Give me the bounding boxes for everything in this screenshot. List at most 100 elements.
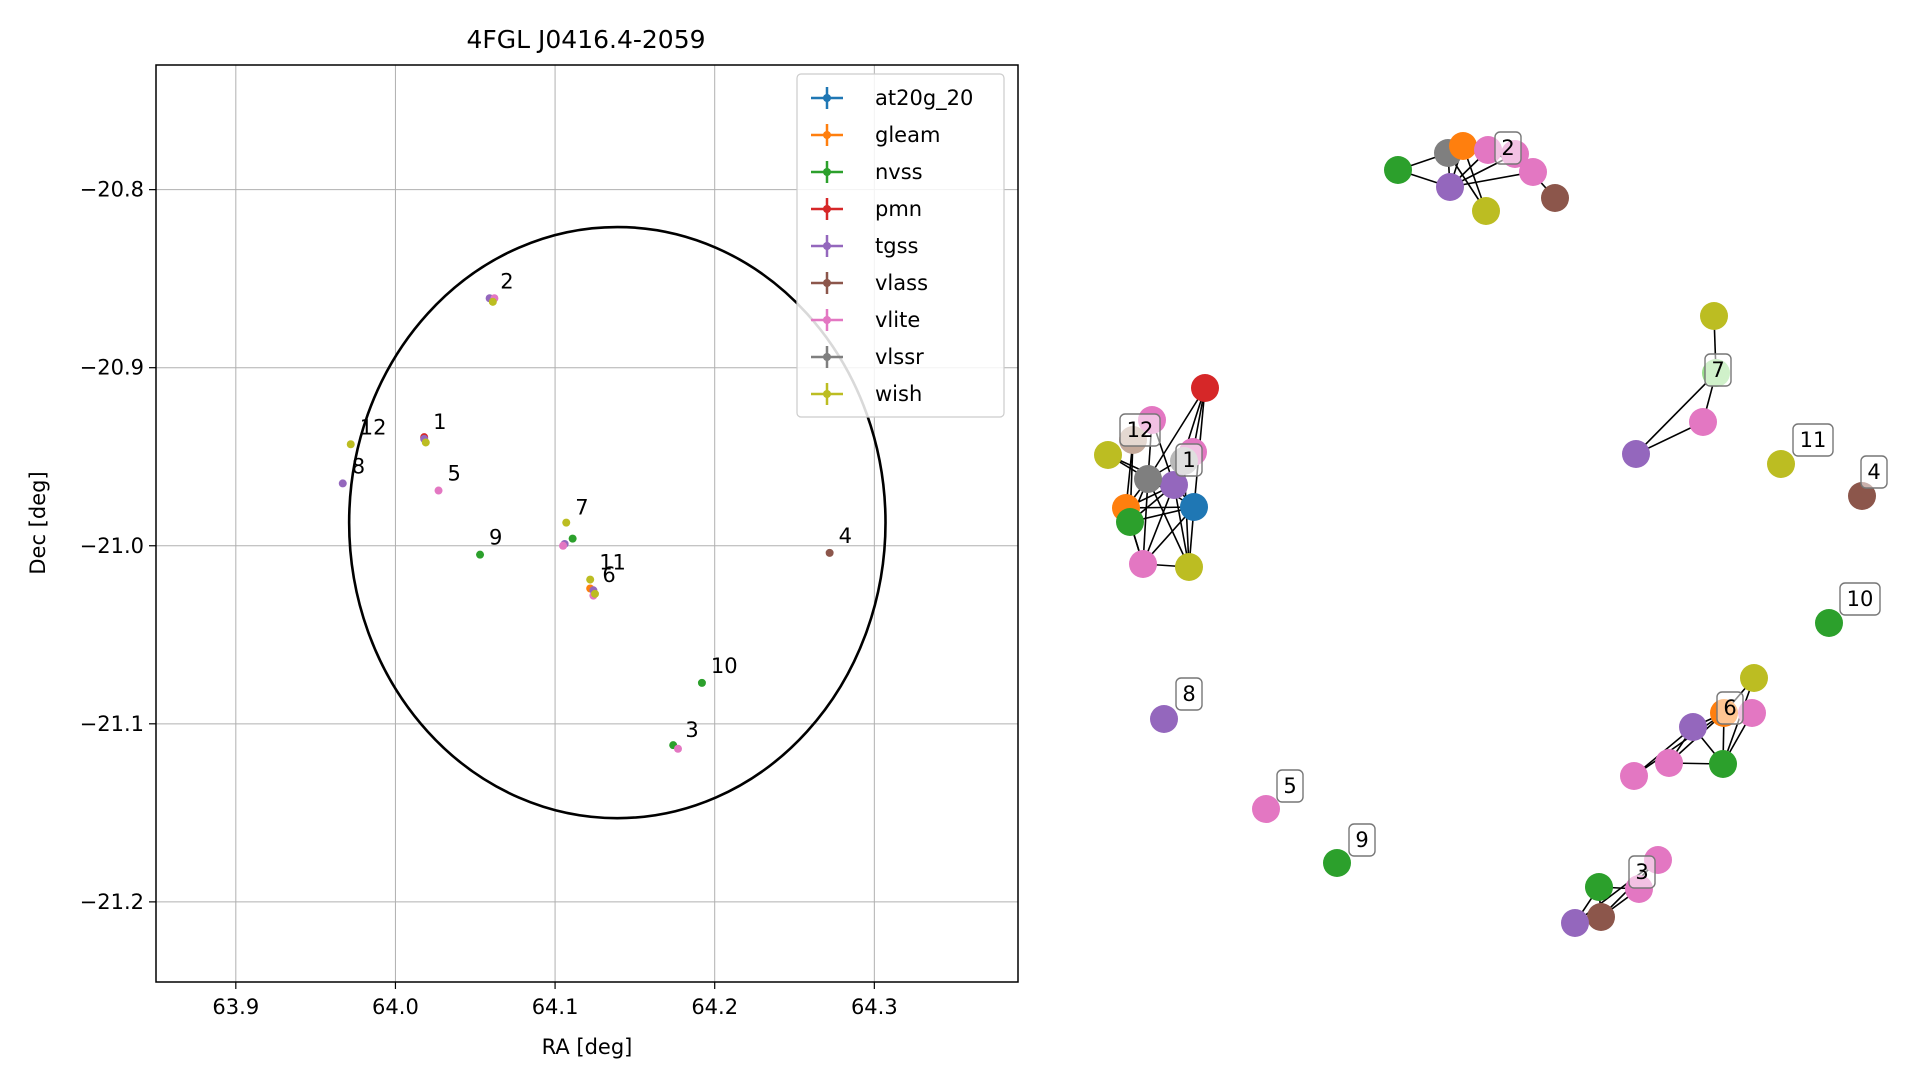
legend-marker-dot (823, 390, 831, 398)
legend-label: nvss (875, 160, 923, 184)
network-label-text: 9 (1355, 828, 1368, 852)
point-vlite (559, 541, 568, 550)
network-edge (1449, 171, 1534, 188)
network-label-12: 12 (1119, 413, 1161, 447)
legend-item-at20g_20: at20g_20 (811, 86, 973, 111)
point-vlite (434, 486, 443, 495)
network-node (1767, 450, 1795, 478)
legend-marker-dot (823, 205, 831, 213)
y-tick-label: −20.8 (80, 178, 144, 202)
source-label-8: 8 (352, 454, 365, 478)
legend-label: gleam (875, 123, 940, 147)
source-label-4: 4 (839, 524, 852, 548)
legend-marker-dot (823, 242, 831, 250)
network-node (1738, 699, 1766, 727)
network-label-10: 10 (1839, 582, 1881, 616)
network-edges (1107, 145, 1755, 924)
network-node (1191, 374, 1219, 402)
point-nvss (697, 678, 706, 687)
legend-item-vlass: vlass (811, 271, 928, 295)
network-label-box (1716, 691, 1744, 725)
source-label-9: 9 (489, 526, 502, 550)
network-node (1679, 713, 1707, 741)
legend-item-wish: wish (811, 382, 922, 406)
network-label-1: 1 (1175, 443, 1203, 477)
network-node (1129, 550, 1157, 578)
point-wish (586, 575, 595, 584)
network-node (1709, 750, 1737, 778)
point-wish (346, 440, 355, 449)
network-label-text: 3 (1635, 860, 1648, 884)
network-label-text: 8 (1182, 682, 1195, 706)
point-wish (488, 297, 497, 306)
network-node (1740, 664, 1768, 692)
network-label-box (1276, 769, 1304, 803)
network-edge (1142, 478, 1149, 565)
network-label-text: 1 (1182, 448, 1195, 472)
legend-item-tgss: tgss (811, 234, 918, 258)
y-tick-label: −20.9 (80, 356, 144, 380)
network-label-7: 7 (1704, 353, 1732, 387)
network-label-6: 6 (1716, 691, 1744, 725)
network-label-text: 12 (1127, 418, 1154, 442)
legend-marker-dot (823, 279, 831, 287)
y-tick-label: −21.1 (80, 712, 144, 736)
legend-marker-dot (823, 131, 831, 139)
network-label-box (1494, 131, 1522, 165)
legend-item-pmn: pmn (811, 197, 922, 221)
source-label-5: 5 (448, 462, 461, 486)
network-label-box (1348, 823, 1376, 857)
network-label-box (1119, 413, 1161, 447)
point-wish (562, 518, 571, 527)
legend-item-vlite: vlite (811, 308, 920, 332)
network-node (1160, 471, 1188, 499)
legend-label: wish (875, 382, 922, 406)
legend-marker-dot (823, 353, 831, 361)
legend-label: vlite (875, 308, 920, 332)
network-label-text: 11 (1800, 428, 1827, 452)
x-tick-label: 64.0 (372, 995, 419, 1019)
legend-box (796, 73, 1005, 418)
network-node (1622, 440, 1650, 468)
legend-label: pmn (875, 197, 922, 221)
network-node (1585, 873, 1613, 901)
legend-label: vlass (875, 271, 928, 295)
y-axis-ticks: −20.8 −20.9 −21.0 −21.1 −21.2 (80, 178, 156, 914)
chart-title: 4FGL J0416.4-2059 (466, 25, 705, 54)
source-label-6: 6 (602, 563, 615, 587)
network-nodes (1094, 132, 1876, 937)
y-axis-label: Dec [deg] (26, 471, 50, 574)
legend-marker-dot (823, 168, 831, 176)
network-label-5: 5 (1276, 769, 1304, 803)
network-node (1561, 909, 1589, 937)
network-edge (1147, 387, 1206, 480)
network-node (1150, 705, 1178, 733)
legend-marker-dot (823, 316, 831, 324)
legend-label: tgss (875, 234, 918, 258)
network-node (1689, 408, 1717, 436)
network-label-box (1628, 855, 1656, 889)
legend-item-nvss: nvss (811, 160, 923, 184)
point-wish (590, 589, 599, 598)
x-tick-label: 64.3 (851, 995, 898, 1019)
y-tick-label: −21.0 (80, 534, 144, 558)
source-label-7: 7 (575, 495, 588, 519)
network-edge (1142, 484, 1175, 565)
network-node (1655, 749, 1683, 777)
network-label-text: 4 (1867, 460, 1880, 484)
network-node (1252, 795, 1280, 823)
x-axis-label: RA [deg] (542, 1035, 633, 1059)
network-label-2: 2 (1494, 131, 1522, 165)
network-node (1700, 302, 1728, 330)
error-ellipse-layer (347, 225, 887, 820)
source-label-1: 1 (433, 410, 446, 434)
y-tick-label: −21.2 (80, 890, 144, 914)
network-node (1620, 762, 1648, 790)
data-points-layer (338, 294, 834, 753)
legend-item-gleam: gleam (811, 123, 940, 147)
point-vlite (673, 744, 682, 753)
x-tick-label: 64.2 (691, 995, 738, 1019)
